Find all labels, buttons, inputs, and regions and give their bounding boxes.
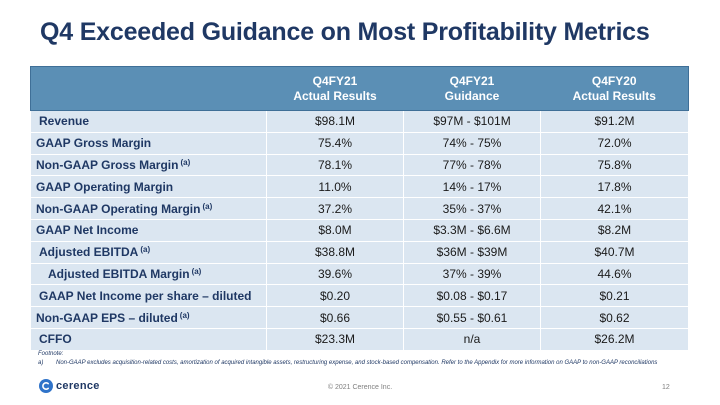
q4fy21-actual-cell: 39.6% xyxy=(266,262,404,286)
q4fy20-actual-cell: $26.2M xyxy=(540,327,689,351)
q4fy20-actual-cell: $91.2M xyxy=(540,110,689,133)
q4fy20-actual-cell: 42.1% xyxy=(540,197,689,220)
q4fy20-actual-cell: $40.7M xyxy=(540,240,689,264)
q4fy21-actual-cell: $23.3M xyxy=(266,327,404,351)
header-line2: Guidance xyxy=(444,88,500,103)
header-line1: Q4FY21 xyxy=(312,73,358,88)
metric-label-text: Non-GAAP Gross Margin xyxy=(36,157,179,172)
footnote-marker: (a) xyxy=(180,157,191,167)
metric-label-text: Revenue xyxy=(39,114,90,129)
q4fy21-guidance-cell: $0.55 - $0.61 xyxy=(403,306,541,329)
q4fy21-actual-cell: 37.2% xyxy=(266,197,404,220)
q4fy21-guidance-cell: $3.3M - $6.6M xyxy=(403,218,541,242)
q4fy21-guidance-cell: $36M - $39M xyxy=(403,240,541,264)
metric-label: Adjusted EBITDA (a) xyxy=(30,240,267,264)
q4fy21-guidance-cell: 35% - 37% xyxy=(403,197,541,220)
q4fy20-actual-cell: $0.21 xyxy=(540,284,689,308)
metric-label: GAAP Gross Margin xyxy=(30,131,267,155)
footnote: Footnote: a) Non-GAAP excludes acquisitio… xyxy=(38,350,708,368)
metric-label-text: GAAP Net Income xyxy=(36,223,139,238)
slide-title: Q4 Exceeded Guidance on Most Profitabili… xyxy=(40,18,650,46)
table-row: GAAP Operating Margin 11.0% 14% - 17% 17… xyxy=(30,175,689,199)
metric-label-text: CFFO xyxy=(39,332,72,347)
footnote-item: a) Non-GAAP excludes acquisition-related … xyxy=(38,359,708,368)
header-q4fy21-actual: Q4FY21 Actual Results xyxy=(266,66,404,111)
table-row: Revenue $98.1M $97M - $101M $91.2M xyxy=(30,110,689,133)
footnote-marker: (a) xyxy=(179,310,190,320)
table-row: Non-GAAP Operating Margin (a) 37.2% 35% -… xyxy=(30,197,689,220)
metric-label: GAAP Net Income xyxy=(30,218,267,242)
q4fy21-guidance-cell: n/a xyxy=(403,327,541,351)
q4fy21-guidance-cell: 14% - 17% xyxy=(403,175,541,199)
q4fy20-actual-cell: $0.62 xyxy=(540,306,689,329)
footnote-marker: (a) xyxy=(191,266,202,276)
q4fy21-guidance-cell: 74% - 75% xyxy=(403,131,541,155)
metric-label-text: Non-GAAP EPS – diluted xyxy=(36,310,178,325)
header-line2: Actual Results xyxy=(293,88,377,103)
q4fy20-actual-cell: 72.0% xyxy=(540,131,689,155)
metric-label-text: Adjusted EBITDA xyxy=(39,245,139,260)
header-q4fy21-guidance: Q4FY21 Guidance xyxy=(403,66,541,111)
metric-label-text: GAAP Operating Margin xyxy=(36,179,174,194)
metric-label: Revenue xyxy=(30,110,267,133)
table-row: GAAP Net Income per share – diluted $0.2… xyxy=(30,284,689,308)
q4fy21-guidance-cell: $0.08 - $0.17 xyxy=(403,284,541,308)
copyright: © 2021 Cerence Inc. xyxy=(327,384,393,391)
metric-label-text: GAAP Gross Margin xyxy=(36,136,152,151)
cerence-logo: cerence xyxy=(39,379,100,393)
table-row: GAAP Gross Margin 75.4% 74% - 75% 72.0% xyxy=(30,131,689,155)
metric-label: Non-GAAP EPS – diluted (a) xyxy=(30,306,267,329)
header-metric-column xyxy=(30,66,267,111)
page-number: 12 xyxy=(662,384,670,391)
metric-label: Non-GAAP Gross Margin (a) xyxy=(30,153,267,177)
metric-label: CFFO xyxy=(30,327,267,351)
metric-label-text: GAAP Net Income per share – diluted xyxy=(39,288,252,303)
q4fy21-actual-cell: $38.8M xyxy=(266,240,404,264)
header-line1: Q4FY20 xyxy=(591,73,637,88)
q4fy21-actual-cell: 78.1% xyxy=(266,153,404,177)
metric-label: GAAP Net Income per share – diluted xyxy=(30,284,267,308)
metric-label: Adjusted EBITDA Margin (a) xyxy=(30,262,267,286)
metric-label: GAAP Operating Margin xyxy=(30,175,267,199)
q4fy20-actual-cell: $8.2M xyxy=(540,218,689,242)
table-row: Non-GAAP Gross Margin (a) 78.1% 77% - 78%… xyxy=(30,153,689,177)
cerence-logo-icon xyxy=(39,379,53,393)
metric-label: Non-GAAP Operating Margin (a) xyxy=(30,197,267,220)
q4fy21-guidance-cell: 77% - 78% xyxy=(403,153,541,177)
header-line1: Q4FY21 xyxy=(449,73,495,88)
q4fy21-guidance-cell: 37% - 39% xyxy=(403,262,541,286)
header-line2: Actual Results xyxy=(572,88,656,103)
brand-name: cerence xyxy=(56,380,100,392)
q4fy21-actual-cell: $98.1M xyxy=(266,110,404,133)
footnote-item-text: Non-GAAP excludes acquisition-related co… xyxy=(56,360,658,366)
footnote-marker: (a) xyxy=(140,245,151,255)
table-row: CFFO $23.3M n/a $26.2M xyxy=(30,327,689,351)
table-row: Adjusted EBITDA Margin (a) 39.6% 37% - 39… xyxy=(30,262,689,286)
table-row: GAAP Net Income $8.0M $3.3M - $6.6M $8.2… xyxy=(30,218,689,242)
q4fy20-actual-cell: 17.8% xyxy=(540,175,689,199)
footnote-title: Footnote: xyxy=(38,351,64,357)
header-q4fy20-actual: Q4FY20 Actual Results xyxy=(540,66,689,111)
profitability-metrics-table: Q4FY21 Actual Results Q4FY21 Guidance Q4… xyxy=(30,66,689,351)
metric-label-text: Non-GAAP Operating Margin xyxy=(36,201,201,216)
table-row: Adjusted EBITDA (a) $38.8M $36M - $39M $4… xyxy=(30,240,689,264)
table-row: Non-GAAP EPS – diluted (a) $0.66 $0.55 - … xyxy=(30,306,689,329)
table-header-row: Q4FY21 Actual Results Q4FY21 Guidance Q4… xyxy=(30,66,689,111)
footnote-marker: (a) xyxy=(202,201,213,211)
q4fy20-actual-cell: 75.8% xyxy=(540,153,689,177)
q4fy21-actual-cell: 75.4% xyxy=(266,131,404,155)
q4fy21-actual-cell: $0.66 xyxy=(266,306,404,329)
footnote-item-marker: a) xyxy=(38,360,44,366)
q4fy21-actual-cell: 11.0% xyxy=(266,175,404,199)
q4fy20-actual-cell: 44.6% xyxy=(540,262,689,286)
q4fy21-guidance-cell: $97M - $101M xyxy=(403,110,541,133)
metric-label-text: Adjusted EBITDA Margin xyxy=(48,266,190,281)
q4fy21-actual-cell: $0.20 xyxy=(266,284,404,308)
q4fy21-actual-cell: $8.0M xyxy=(266,218,404,242)
